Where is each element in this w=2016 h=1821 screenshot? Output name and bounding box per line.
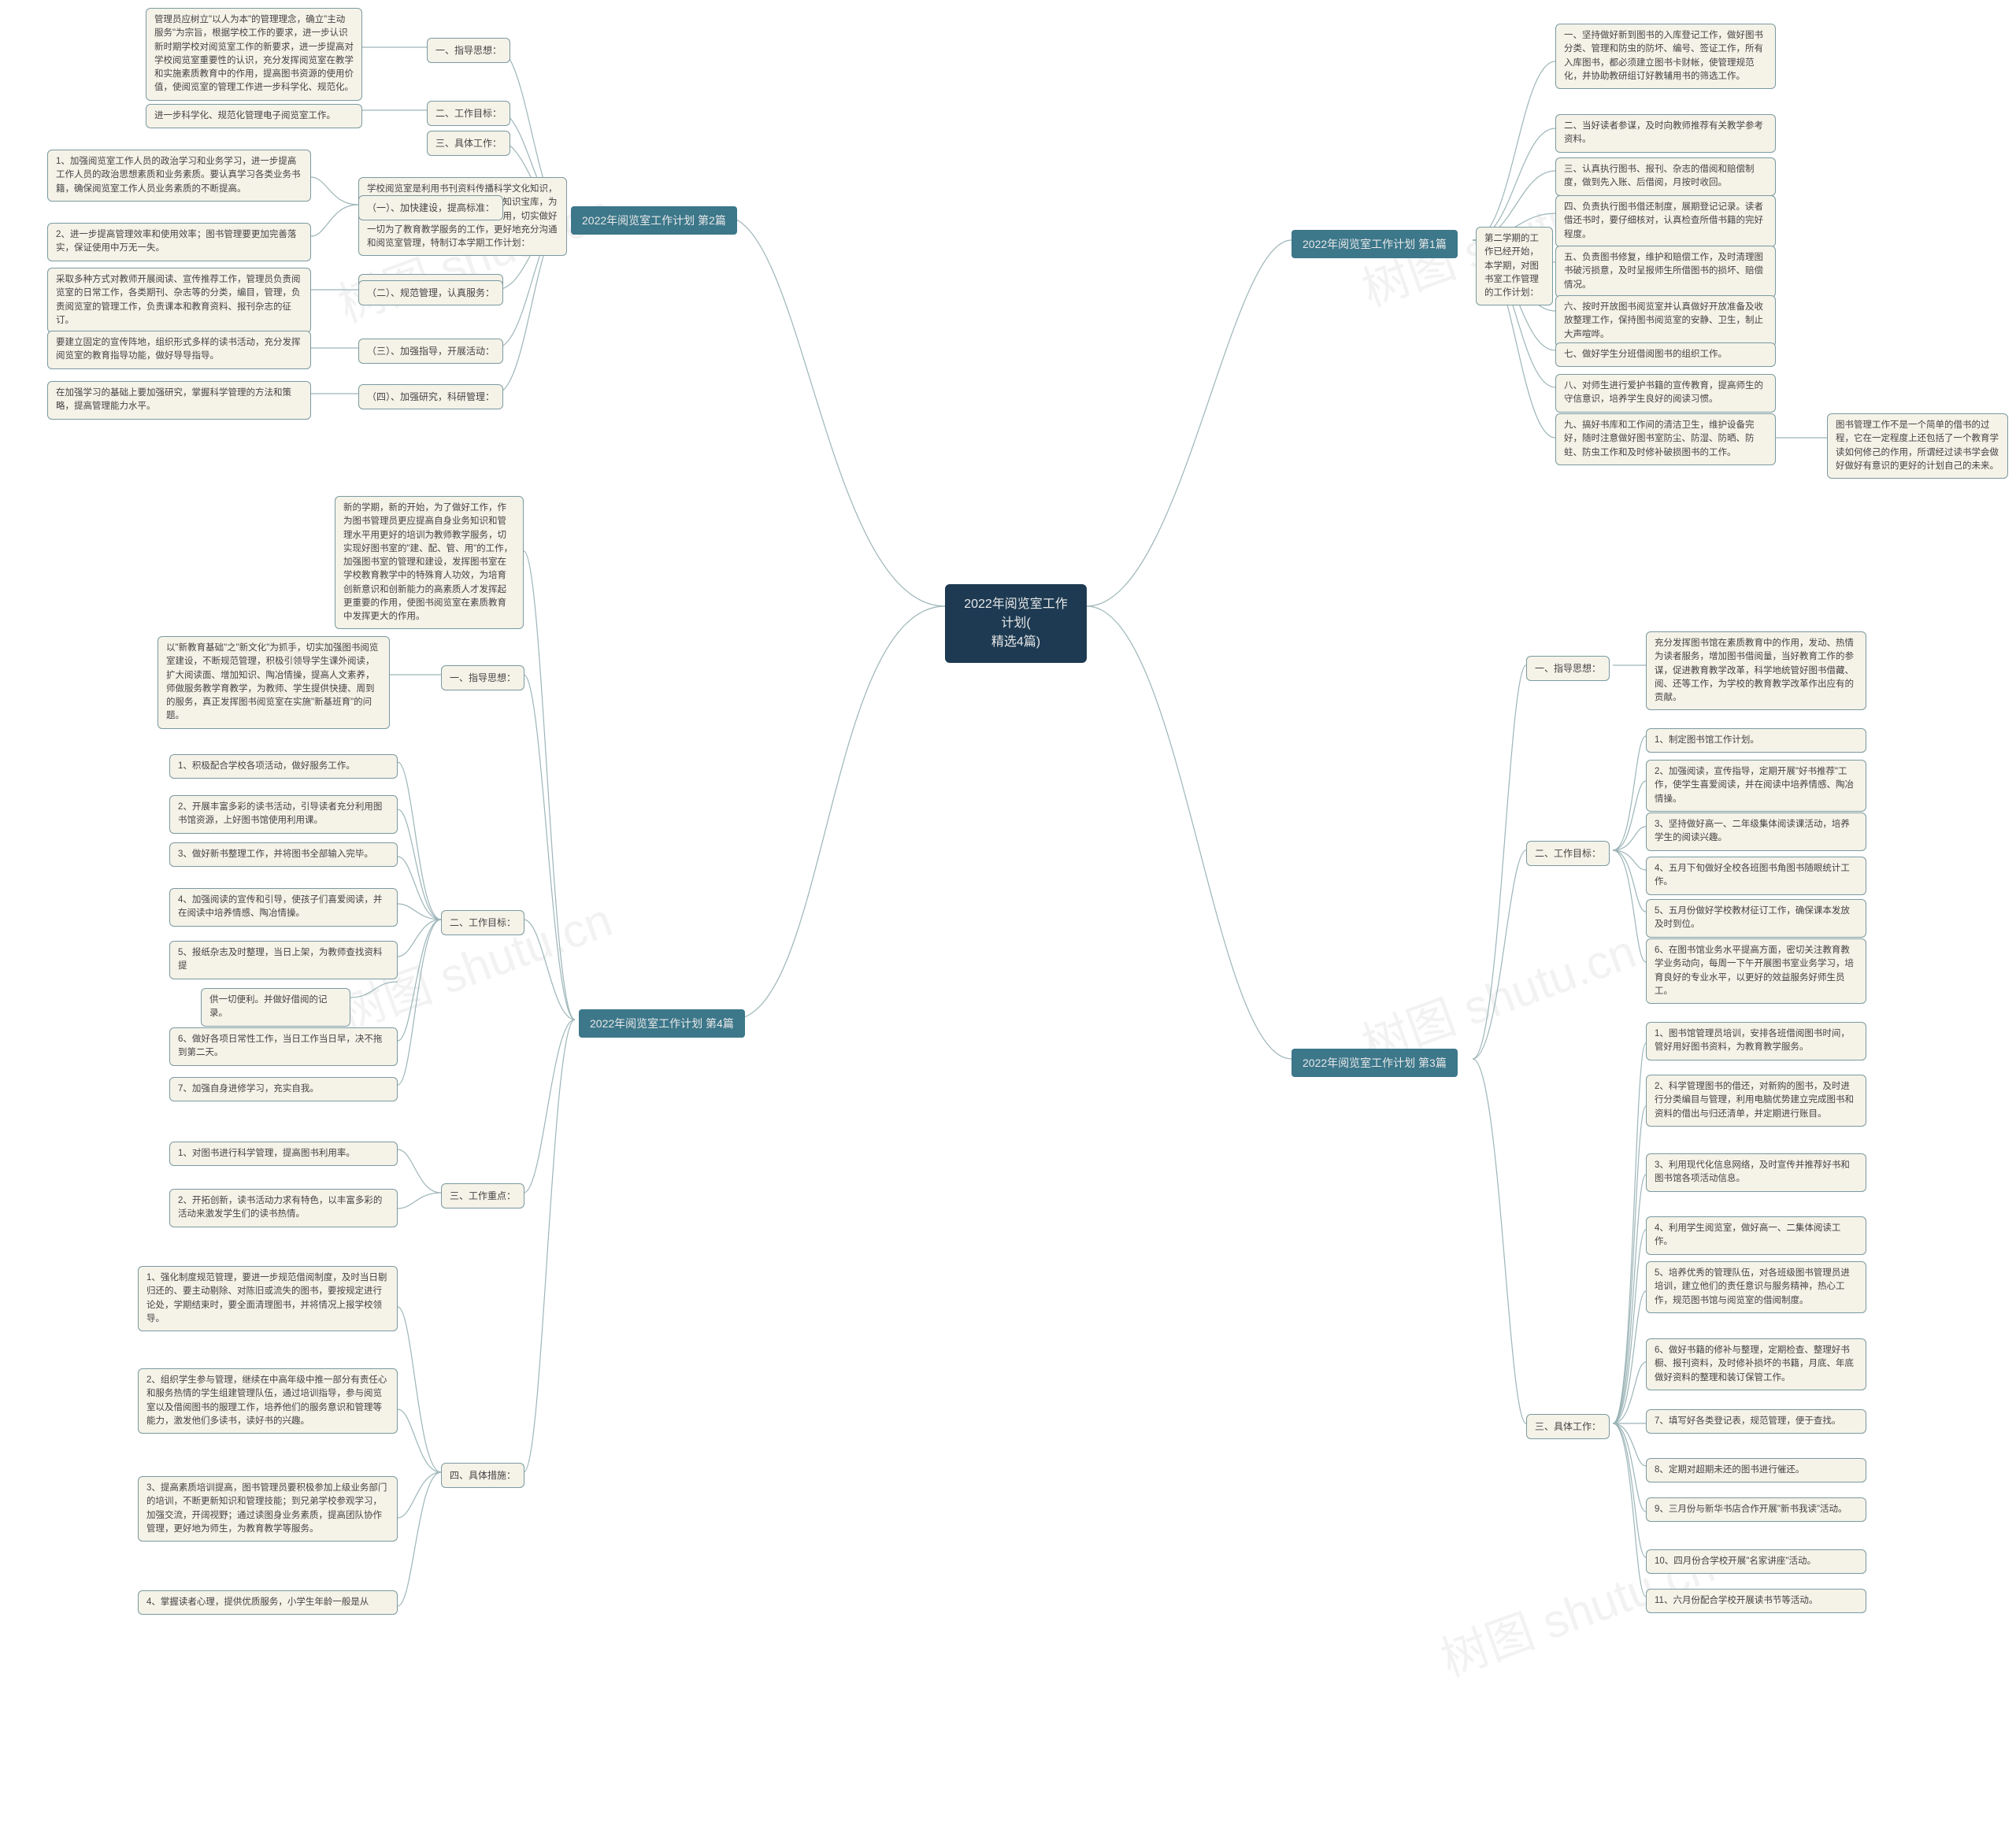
b2-h2: 二、工作目标： — [427, 101, 510, 126]
b3-w2: 2、科学管理图书的借还，对新购的图书，及时进行分类编目与管理，利用电脑优势建立完… — [1646, 1075, 1866, 1127]
branch-4: 2022年阅览室工作计划 第4篇 — [579, 1009, 745, 1038]
b3-g5: 5、五月份做好学校教材征订工作，确保课本发放及时到位。 — [1646, 899, 1866, 938]
b2-s1-i2: 2、进一步提高管理效率和使用效率；图书管理要更加完善落实，保证使用中万无一失。 — [47, 223, 311, 261]
b4-h3: 三、工作重点： — [441, 1183, 524, 1208]
b3-w3: 3、利用现代化信息网络，及时宣传并推荐好书和图书馆各项活动信息。 — [1646, 1153, 1866, 1192]
b3-w9: 9、三月份与新华书店合作开展"新书我读"活动。 — [1646, 1497, 1866, 1522]
b4-h4: 四、具体措施： — [441, 1463, 524, 1488]
b3-w6: 6、做好书籍的修补与整理，定期检查、整理好书橱、报刊资料，及时修补损坏的书籍，月… — [1646, 1338, 1866, 1390]
b4-g6: 6、做好各项日常性工作，当日工作当日早，决不拖到第二天。 — [169, 1027, 398, 1066]
b4-m4: 4、掌握读者心理，提供优质服务，小学生年龄一般是从 — [138, 1590, 398, 1615]
b4-g7: 7、加强自身进修学习，充实自我。 — [169, 1077, 398, 1101]
b3-h1-text: 充分发挥图书馆在素质教育中的作用，发动、热情为读者服务，增加图书借阅量，当好教育… — [1646, 631, 1866, 710]
b2-s4-i1: 在加强学习的基础上要加强研究，掌握科学管理的方法和策略，提高管理能力水平。 — [47, 381, 311, 420]
b2-s2-i1: 采取多种方式对教师开展阅读、宣传推荐工作，管理员负责阅览室的日常工作，各类期刊、… — [47, 268, 311, 333]
center-title-l2: 精选4篇) — [962, 633, 1069, 652]
b1-note: 图书管理工作不是一个简单的借书的过程，它在一定程度上还包括了一个教育学读如何修己… — [1827, 413, 2008, 479]
b2-s3: （三）、加强指导，开展活动： — [358, 339, 503, 364]
b4-m2: 2、组织学生参与管理，继续在中高年级中推一部分有责任心和服务热情的学生组建管理队… — [138, 1368, 398, 1434]
b2-s1b: （一）、加快建设，提高标准： — [358, 195, 503, 220]
b4-f1: 1、对图书进行科学管理，提高图书利用率。 — [169, 1142, 398, 1166]
b4-g5: 5、报纸杂志及时整理，当日上架，为教师查找资料提 — [169, 941, 398, 979]
b3-w10: 10、四月份合学校开展"名家讲座"活动。 — [1646, 1549, 1866, 1574]
b1-i7: 七、做好学生分班借阅图书的组织工作。 — [1555, 342, 1776, 367]
b3-h3: 三、具体工作： — [1526, 1414, 1610, 1439]
b2-p1: 管理员应树立"以人为本"的管理理念，确立"主动服务"为宗旨，根据学校工作的要求，… — [146, 8, 362, 101]
b3-g1: 1、制定图书馆工作计划。 — [1646, 728, 1866, 753]
b1-i4: 四、负责执行图书借还制度，展期登记记录。读者借还书时，要仔细核对，认真检查所借书… — [1555, 195, 1776, 247]
b1-i2: 二、当好读者参谋，及时向教师推荐有关教学参考资料。 — [1555, 114, 1776, 153]
b2-s1-i1: 1、加强阅览室工作人员的政治学习和业务学习，进一步提高工作人员的政治思想素质和业… — [47, 150, 311, 202]
b4-intro: 新的学期，新的开始，为了做好工作，作为图书管理员更应提高自身业务知识和管理水平用… — [335, 496, 524, 629]
b3-g2: 2、加强阅读，宣传指导，定期开展"好书推荐"工作，使学生喜爱阅读，并在阅读中培养… — [1646, 760, 1866, 812]
b2-p2: 进一步科学化、规范化管理电子阅览室工作。 — [146, 104, 362, 128]
b4-g3: 3、做好新书整理工作，并将图书全部输入完毕。 — [169, 842, 398, 867]
b4-m1: 1、强化制度规范管理，要进一步规范借阅制度，及时当日剔归还的、要主动剔除、对陈旧… — [138, 1266, 398, 1331]
b4-h1-text: 以"新教育基础"之"新文化"为抓手，切实加强图书阅览室建设，不断规范管理，积极引… — [158, 636, 390, 729]
b1-i9: 九、搞好书库和工作间的清洁卫生，维护设备完好，随时注意做好图书室防尘、防湿、防晒… — [1555, 413, 1776, 465]
b3-g3: 3、坚持做好高一、二年级集体阅读课活动，培养学生的阅读兴趣。 — [1646, 812, 1866, 851]
b4-g5b: 供一切便利。并做好借阅的记录。 — [201, 988, 350, 1027]
b3-w8: 8、定期对超期未还的图书进行催还。 — [1646, 1458, 1866, 1482]
b4-g4: 4、加强阅读的宣传和引导，使孩子们喜爱阅读，并在阅读中培养情感、陶冶情操。 — [169, 888, 398, 927]
b4-h1: 一、指导思想： — [441, 665, 524, 690]
b3-w11: 11、六月份配合学校开展读书节等活动。 — [1646, 1589, 1866, 1613]
b2-h3: 三、具体工作： — [427, 131, 510, 156]
b4-g1: 1、积极配合学校各项活动，做好服务工作。 — [169, 754, 398, 779]
b3-w7: 7、填写好各类登记表，规范管理，便于查找。 — [1646, 1409, 1866, 1434]
b1-i1: 一、坚持做好新到图书的入库登记工作，做好图书分类、管理和防虫的防坏、编号、签证工… — [1555, 24, 1776, 89]
center-node: 2022年阅览室工作计划( 精选4篇) — [945, 584, 1087, 663]
b2-s2: （二）、规范管理，认真服务： — [358, 280, 503, 305]
b3-g4: 4、五月下旬做好全校各班图书角图书随眼统计工作。 — [1646, 857, 1866, 895]
b2-s4: （四）、加强研究，科研管理： — [358, 384, 503, 409]
b3-h1: 一、指导思想： — [1526, 656, 1610, 681]
b1-intro: 第二学期的工作已经开始，本学期，对图书室工作管理的工作计划： — [1476, 227, 1553, 305]
branch-3: 2022年阅览室工作计划 第3篇 — [1292, 1049, 1458, 1077]
b3-w4: 4、利用学生阅览室，做好高一、二集体阅读工作。 — [1646, 1216, 1866, 1255]
b4-g2: 2、开展丰富多彩的读书活动，引导读者充分利用图书馆资源，上好图书馆使用利用课。 — [169, 795, 398, 834]
b1-i5: 五、负责图书修复，维护和赔偿工作，及时清理图书破污损意，及时呈报师生所借图书的损… — [1555, 246, 1776, 298]
branch-2: 2022年阅览室工作计划 第2篇 — [571, 206, 737, 235]
branch-1: 2022年阅览室工作计划 第1篇 — [1292, 230, 1458, 258]
center-title-l1: 2022年阅览室工作计划( — [962, 595, 1069, 633]
b1-i6: 六、按时开放图书阅览室并认真做好开放准备及收放整理工作，保持图书阅览室的安静、卫… — [1555, 295, 1776, 347]
b2-h1: 一、指导思想： — [427, 38, 510, 63]
b3-w1: 1、图书馆管理员培训，安排各班借阅图书时间，管好用好图书资料，为教育教学服务。 — [1646, 1022, 1866, 1060]
b3-w5: 5、培养优秀的管理队伍，对各班级图书管理员进培训，建立他们的责任意识与服务精神，… — [1646, 1261, 1866, 1313]
b4-f2: 2、开拓创新，读书活动力求有特色，以丰富多彩的活动来激发学生们的读书热情。 — [169, 1189, 398, 1227]
b1-i8: 八、对师生进行爱护书籍的宣传教育，提高师生的守信意识，培养学生良好的阅读习惯。 — [1555, 374, 1776, 413]
b4-h2: 二、工作目标： — [441, 910, 524, 935]
b3-h2: 二、工作目标： — [1526, 841, 1610, 866]
b2-s3-i1: 要建立固定的宣传阵地，组织形式多样的读书活动，充分发挥阅览室的教育指导功能，做好… — [47, 331, 311, 369]
b4-m3: 3、提高素质培训提高，图书管理员要积极参加上级业务部门的培训，不断更新知识和管理… — [138, 1476, 398, 1542]
b1-i3: 三、认真执行图书、报刊、杂志的借阅和赔偿制度，做到先入账、后借阅，月按时收回。 — [1555, 157, 1776, 196]
b3-g6: 6、在图书馆业务水平提高方面，密切关注教育教学业务动向，每周一下午开展图书室业务… — [1646, 938, 1866, 1004]
